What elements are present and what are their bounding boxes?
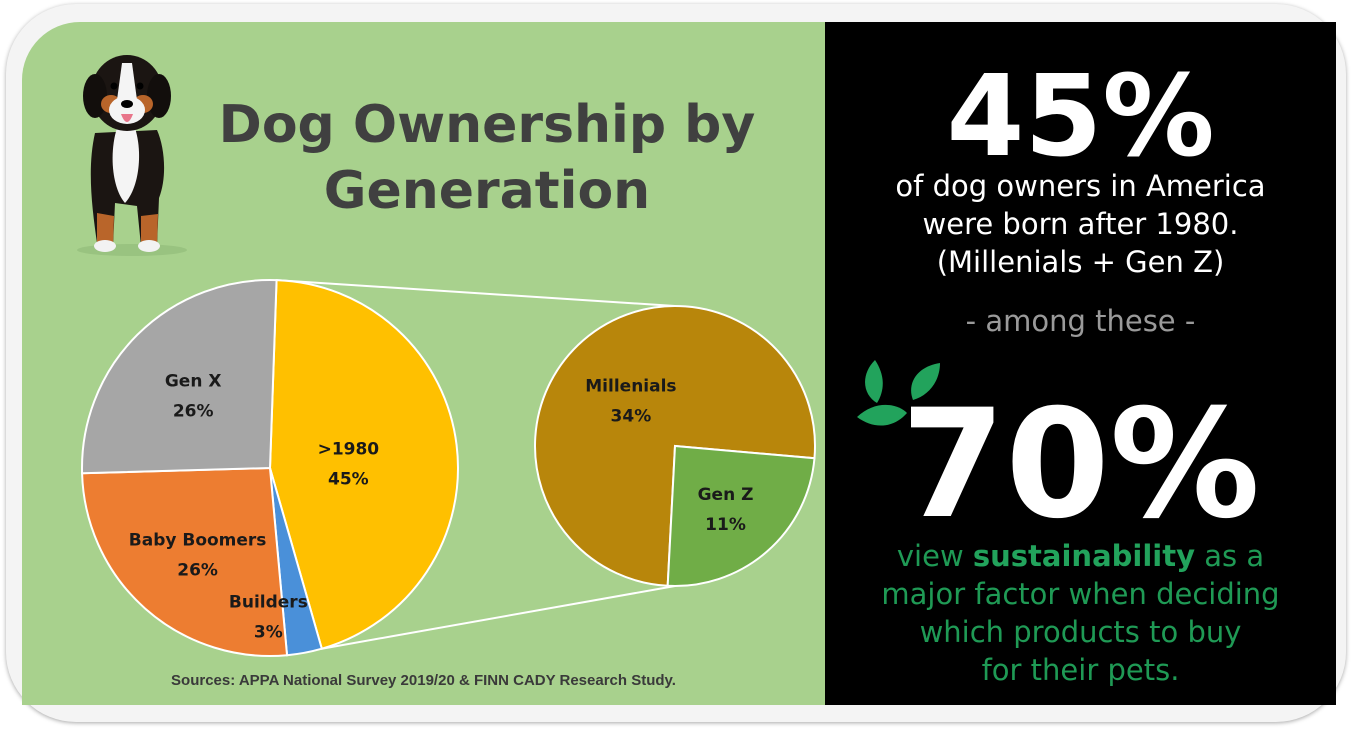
- infographic-card: Dog Ownership by Generation >1980 45% Buil…: [22, 22, 1336, 705]
- stat-2-line-4: for their pets.: [981, 653, 1180, 687]
- stats-panel: 45% of dog owners in America were born a…: [825, 22, 1336, 705]
- stat-1-value: 45%: [946, 52, 1215, 182]
- stat-2-pre: view: [896, 539, 973, 573]
- label-baby-boomers: Baby Boomers: [129, 531, 267, 551]
- sources-note: Sources: APPA National Survey 2019/20 & …: [171, 672, 676, 689]
- main-pie: [81, 279, 459, 657]
- value-1980: 45%: [328, 469, 369, 489]
- leaf-icon: [857, 360, 940, 426]
- title-line-2: Generation: [323, 161, 651, 221]
- title-line-1: Dog Ownership by: [218, 95, 756, 155]
- connector-bottom: [321, 585, 676, 650]
- label-millenials: Millenials: [585, 376, 676, 396]
- stat-2-highlight: sustainability: [972, 539, 1195, 573]
- stat-1-line-3: (Millenials + Gen Z): [936, 245, 1225, 279]
- stat-1-line-2: were born after 1980.: [922, 207, 1239, 241]
- chart-title: Dog Ownership by Generation: [172, 92, 802, 224]
- value-gen-z: 11%: [705, 515, 746, 535]
- stat-2-post: as a: [1195, 539, 1265, 573]
- among-these-text: - among these -: [965, 304, 1196, 338]
- slice-gen-z: [666, 444, 816, 587]
- stat-1-line-1: of dog owners in America: [895, 169, 1266, 203]
- label-gen-z: Gen Z: [698, 485, 754, 505]
- stat-2-line-3: which products to buy: [919, 615, 1242, 649]
- breakdown-pie: [534, 305, 816, 587]
- slice-baby-boomers: [81, 466, 289, 657]
- slice-gen-x: [81, 279, 278, 475]
- value-millenials: 34%: [611, 406, 652, 426]
- pie-charts: >1980 45% Builders 3% Baby Boomers 26% Gen X 26…: [81, 279, 816, 657]
- dog-illustration: [77, 55, 187, 256]
- pie-connectors: [276, 279, 676, 650]
- value-builders: 3%: [254, 623, 283, 643]
- label-1980: >1980: [318, 439, 380, 459]
- slice-1980: [268, 279, 459, 650]
- stat-2-value: 70%: [900, 378, 1261, 552]
- connector-top: [276, 279, 676, 307]
- value-baby-boomers: 26%: [177, 561, 218, 581]
- stat-2-line-2: major factor when deciding: [881, 577, 1280, 611]
- label-gen-x: Gen X: [165, 372, 222, 392]
- stat-2-line-1: view sustainability as a: [825, 537, 1336, 575]
- pie-labels: >1980 45% Builders 3% Baby Boomers 26% Gen X 26…: [129, 372, 754, 643]
- chart-panel: Dog Ownership by Generation >1980 45% Buil…: [22, 22, 825, 705]
- label-builders: Builders: [229, 593, 308, 613]
- value-gen-x: 26%: [173, 402, 214, 422]
